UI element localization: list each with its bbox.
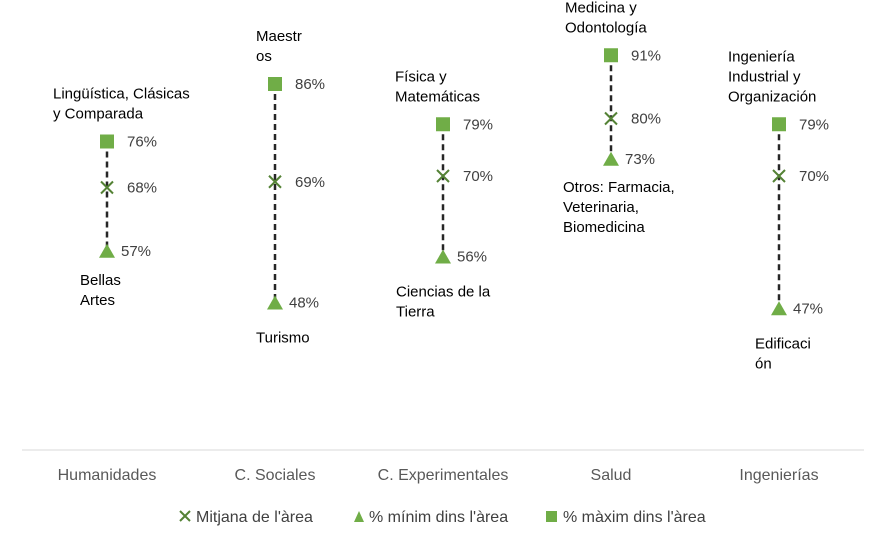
legend: Mitjana de l'àrea % mínim dins l'àrea % … xyxy=(179,509,706,526)
max-value-label: 76% xyxy=(127,134,157,151)
max-marker xyxy=(436,117,450,132)
legend-min-marker xyxy=(354,511,364,522)
max-subarea-label: Ingeniería xyxy=(728,48,795,65)
mean-marker xyxy=(436,169,450,183)
legend-min-label: % mínim dins l'àrea xyxy=(369,509,508,526)
max-subarea-label: Matemáticas xyxy=(395,88,480,105)
min-marker xyxy=(99,243,115,258)
category-group: 79% 70% 56% Física y Matemáticas Ciencias de … xyxy=(395,68,493,320)
max-subarea-label: os xyxy=(256,48,272,65)
category-group: 91% 80% 73% Medicina y Odontología Otros: Far… xyxy=(563,0,675,236)
category-label: C. Sociales xyxy=(235,467,316,484)
legend-max-marker xyxy=(546,511,557,522)
legend-item-max: % màxim dins l'àrea xyxy=(546,509,706,526)
max-subarea-label: Industrial y xyxy=(728,68,801,85)
min-marker xyxy=(267,295,283,310)
min-subarea-label: Tierra xyxy=(396,304,435,321)
mean-value-label: 69% xyxy=(295,174,325,191)
mean-value-label: 70% xyxy=(463,168,493,185)
min-subarea-label: Biomedicina xyxy=(563,219,645,236)
max-subarea-label: Física y xyxy=(395,68,447,85)
mean-marker xyxy=(100,180,114,195)
min-subarea-label: Edificaci xyxy=(755,335,811,352)
max-marker xyxy=(268,77,282,91)
min-value-label: 73% xyxy=(625,151,655,168)
mean-marker xyxy=(772,169,786,183)
min-value-label: 47% xyxy=(793,300,823,317)
category-label: Salud xyxy=(591,467,632,484)
category-group: 86% 69% 48% Maestr os Turismo xyxy=(256,28,325,347)
min-marker xyxy=(603,151,619,166)
max-subarea-label: y Comparada xyxy=(53,106,144,123)
max-subarea-label: Lingüística, Clásicas xyxy=(53,86,190,103)
category-group: 79% 70% 47% Ingeniería Industrial y Organizac… xyxy=(728,48,829,372)
min-marker xyxy=(771,301,787,316)
max-marker xyxy=(772,117,786,132)
category-label: C. Experimentales xyxy=(378,467,509,484)
max-value-label: 79% xyxy=(799,116,829,133)
max-value-label: 91% xyxy=(631,47,661,64)
max-value-label: 86% xyxy=(295,76,325,93)
legend-item-mean: Mitjana de l'àrea xyxy=(179,509,313,526)
min-value-label: 56% xyxy=(457,249,487,266)
category-label: Humanidades xyxy=(58,467,157,484)
mean-value-label: 70% xyxy=(799,168,829,185)
min-subarea-label: ón xyxy=(755,355,772,372)
max-subarea-label: Maestr xyxy=(256,28,302,45)
min-subarea-label: Turismo xyxy=(256,330,310,347)
min-subarea-label: Bellas xyxy=(80,272,121,289)
category-labels: Humanidades C. Sociales C. Experimentales S… xyxy=(58,467,819,484)
min-value-label: 48% xyxy=(289,295,319,312)
max-marker xyxy=(100,134,114,149)
category-group: 76% 68% 57% Lingüística, Clásicas y Comparad… xyxy=(53,86,190,309)
legend-max-label: % màxim dins l'àrea xyxy=(563,509,706,526)
mean-marker xyxy=(604,111,618,126)
min-subarea-label: Artes xyxy=(80,292,115,309)
min-value-label: 57% xyxy=(121,243,151,260)
category-label: Ingenierías xyxy=(739,467,818,484)
legend-mean-label: Mitjana de l'àrea xyxy=(196,509,313,526)
min-subarea-label: Otros: Farmacia, xyxy=(563,179,675,196)
min-subarea-label: Ciencias de la xyxy=(396,284,491,301)
mean-value-label: 68% xyxy=(127,180,157,197)
min-subarea-label: Veterinaria, xyxy=(563,199,639,216)
mean-marker xyxy=(268,175,282,189)
legend-mean-marker xyxy=(179,510,191,522)
mean-value-label: 80% xyxy=(631,111,661,128)
min-marker xyxy=(435,249,451,264)
max-subarea-label: Medicina y xyxy=(565,0,637,16)
max-value-label: 79% xyxy=(463,116,493,133)
max-subarea-label: Organización xyxy=(728,88,816,105)
plot-area: 76% 68% 57% Lingüística, Clásicas y Comparad… xyxy=(53,0,829,372)
legend-item-min: % mínim dins l'àrea xyxy=(354,509,508,526)
max-subarea-label: Odontología xyxy=(565,19,647,36)
max-marker xyxy=(604,48,618,63)
